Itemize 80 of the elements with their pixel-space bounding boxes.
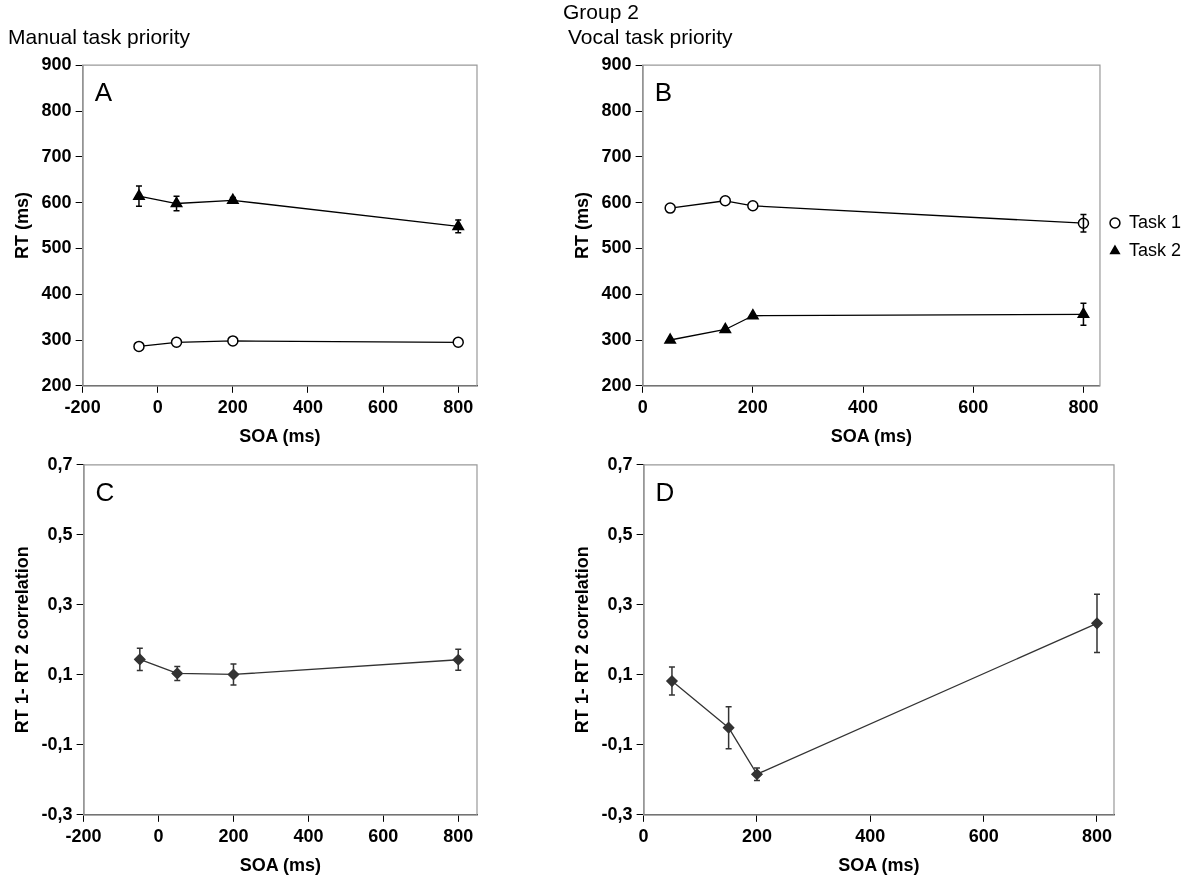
x-axis-title: SOA (ms) <box>830 426 912 447</box>
x-tick-label: 200 <box>737 396 768 417</box>
y-tick-label: 800 <box>601 99 632 120</box>
y-axis-title: RT (ms) <box>11 192 32 259</box>
y-tick-label: 700 <box>41 145 72 166</box>
x-tick-label: -200 <box>65 825 102 846</box>
y-tick-label: 800 <box>41 99 72 120</box>
x-tick-label: 200 <box>217 396 248 417</box>
x-tick-label: 400 <box>292 396 324 417</box>
legend-label: Task 2 <box>1128 239 1182 260</box>
y-tick-label: 400 <box>601 283 632 304</box>
y-tick-label: -0,1 <box>41 733 73 754</box>
y-tick-label: 600 <box>601 191 632 212</box>
y-tick-label: 600 <box>41 191 72 212</box>
point <box>452 654 465 666</box>
y-axis-title: RT 1- RT 2 correlation <box>11 546 32 734</box>
point <box>227 335 239 347</box>
x-tick-label: 600 <box>958 396 989 417</box>
point <box>664 202 676 214</box>
y-tick-label: -0,1 <box>601 733 633 754</box>
legend-label: Task 1 <box>1128 211 1182 232</box>
y-tick-label: 0,5 <box>607 523 633 544</box>
point <box>227 668 240 681</box>
chart-title: Group 2 <box>563 0 639 24</box>
point <box>170 336 183 349</box>
x-tick-label: 800 <box>1068 396 1099 417</box>
x-tick-label: 200 <box>218 825 249 846</box>
y-tick-label: 200 <box>41 374 72 395</box>
x-tick-label: 600 <box>368 825 399 846</box>
y-tick-label: 0,3 <box>607 593 633 614</box>
point <box>719 322 732 334</box>
x-tick-label: -200 <box>64 396 101 417</box>
x-tick-label: 400 <box>293 825 324 846</box>
y-tick-label: 400 <box>41 283 72 304</box>
annotation: A <box>94 77 113 108</box>
y-tick-label: 0,3 <box>47 593 73 614</box>
point <box>452 336 464 349</box>
y-tick-label: -0,3 <box>601 803 633 824</box>
x-tick-label: 800 <box>443 396 474 417</box>
y-tick-label: 0,1 <box>47 663 73 684</box>
x-tick-label: 0 <box>638 825 649 846</box>
x-tick-label: 400 <box>855 825 886 846</box>
y-tick-label: 900 <box>41 54 72 75</box>
y-tick-label: 500 <box>41 237 72 258</box>
point <box>747 200 759 212</box>
y-tick-label: 200 <box>601 374 632 395</box>
chart-subtitle: Manual task priority <box>8 25 191 49</box>
x-tick-label: 400 <box>848 396 879 417</box>
y-tick-label: 0,7 <box>47 453 73 474</box>
x-axis-title: SOA (ms) <box>838 855 920 876</box>
point <box>746 308 759 320</box>
y-tick-label: 0,7 <box>607 453 633 474</box>
chart-subtitle: Vocal task priority <box>568 25 734 49</box>
y-tick-label: 0,5 <box>47 523 73 544</box>
x-tick-label: 600 <box>368 396 399 417</box>
y-axis-title: RT 1- RT 2 correlation <box>571 546 592 734</box>
x-tick-label: 800 <box>1081 825 1113 846</box>
x-axis-title: SOA (ms) <box>239 855 321 876</box>
y-tick-label: 300 <box>601 328 632 349</box>
x-tick-label: 0 <box>153 825 164 846</box>
x-tick-label: 600 <box>968 825 999 846</box>
y-tick-label: 300 <box>41 328 72 349</box>
y-axis-title: RT (ms) <box>571 192 592 259</box>
x-tick-label: 0 <box>152 396 163 417</box>
y-tick-label: 0,1 <box>607 663 633 684</box>
annotation: D <box>655 476 675 507</box>
point <box>719 195 732 207</box>
annotation: C <box>95 476 115 507</box>
y-tick-label: 700 <box>601 145 632 166</box>
x-tick-label: 0 <box>637 396 648 417</box>
annotation: B <box>654 77 672 108</box>
x-tick-label: 200 <box>741 825 772 846</box>
point <box>722 721 735 734</box>
x-axis-title: SOA (ms) <box>239 426 321 447</box>
y-tick-label: 900 <box>601 54 632 75</box>
point <box>664 333 677 344</box>
point <box>133 340 145 353</box>
x-tick-label: 800 <box>443 825 474 846</box>
y-tick-label: -0,3 <box>41 803 73 824</box>
y-tick-label: 500 <box>601 237 632 258</box>
